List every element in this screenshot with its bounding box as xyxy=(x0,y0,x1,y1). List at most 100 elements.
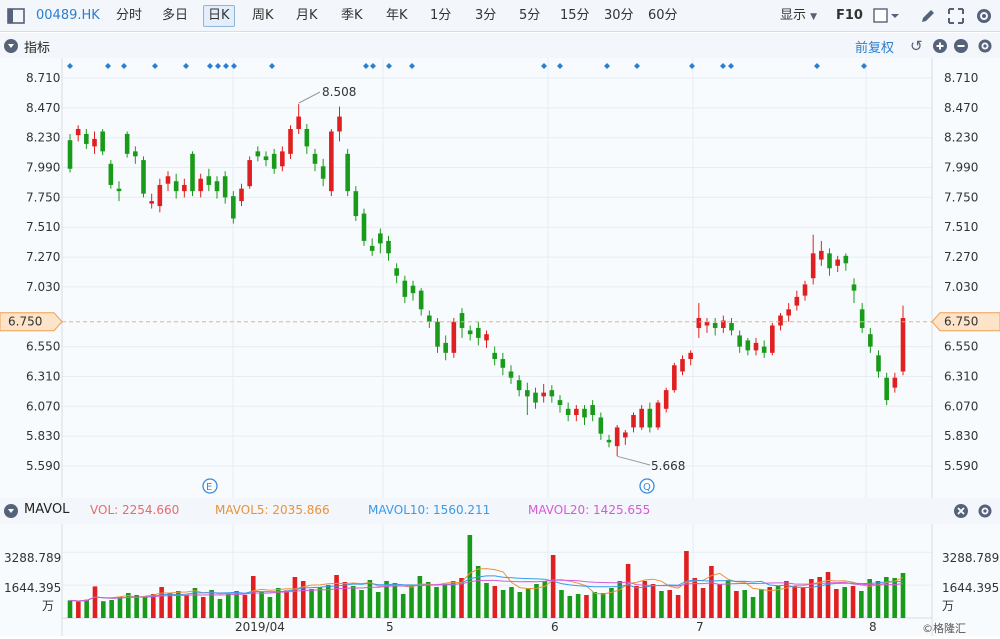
volume-bar[interactable] xyxy=(634,586,639,618)
candle-body[interactable] xyxy=(761,346,767,353)
volume-bar[interactable] xyxy=(617,581,623,618)
news-marker-icon[interactable] xyxy=(861,63,867,69)
volume-bar[interactable] xyxy=(659,591,664,618)
event-marker-q[interactable]: Q xyxy=(639,478,655,494)
volume-bar[interactable] xyxy=(509,587,514,618)
candle-body[interactable] xyxy=(729,322,734,331)
candle-body[interactable] xyxy=(810,253,816,279)
volume-bar[interactable] xyxy=(709,566,714,618)
candle-body[interactable] xyxy=(819,250,824,260)
candle-body[interactable] xyxy=(541,392,546,397)
volume-bar[interactable] xyxy=(484,583,489,618)
news-marker-icon[interactable] xyxy=(814,63,820,69)
volume-bar[interactable] xyxy=(734,591,739,618)
volume-bar[interactable] xyxy=(609,588,614,618)
volume-bar[interactable] xyxy=(900,573,906,618)
volume-bar[interactable] xyxy=(175,591,181,618)
volume-bar[interactable] xyxy=(267,597,273,618)
candle-body[interactable] xyxy=(770,325,775,353)
candle-body[interactable] xyxy=(721,320,726,328)
candle-body[interactable] xyxy=(672,365,677,391)
candle-body[interactable] xyxy=(582,408,587,418)
candle-body[interactable] xyxy=(598,417,604,434)
candle-body[interactable] xyxy=(484,334,489,341)
news-marker-icon[interactable] xyxy=(223,63,229,69)
candle-body[interactable] xyxy=(443,342,448,353)
volume-bar[interactable] xyxy=(600,593,606,618)
candle-body[interactable] xyxy=(802,284,808,296)
volume-bar[interactable] xyxy=(492,586,498,618)
candle-body[interactable] xyxy=(100,131,105,152)
candle-body[interactable] xyxy=(655,402,661,428)
news-marker-icon[interactable] xyxy=(557,63,563,69)
volume-bar[interactable] xyxy=(342,582,348,618)
period-tab-11[interactable]: 30分 xyxy=(604,8,634,23)
period-tab-1[interactable]: 多日 xyxy=(162,8,189,23)
volume-bar[interactable] xyxy=(517,592,523,618)
candle-body[interactable] xyxy=(84,133,89,144)
candle-body[interactable] xyxy=(467,330,473,335)
volume-bar[interactable] xyxy=(250,576,256,618)
volume-bar[interactable] xyxy=(367,580,373,618)
period-tab-7[interactable]: 1分 xyxy=(430,8,452,23)
news-marker-icon[interactable] xyxy=(604,63,610,69)
volume-bar[interactable] xyxy=(559,590,564,618)
candle-body[interactable] xyxy=(67,140,73,169)
candle-body[interactable] xyxy=(843,255,849,264)
volume-bar[interactable] xyxy=(242,595,248,618)
volume-bar[interactable] xyxy=(84,599,89,618)
volume-bar[interactable] xyxy=(884,577,889,618)
volume-bar[interactable] xyxy=(550,555,556,618)
candle-body[interactable] xyxy=(574,408,579,416)
candle-body[interactable] xyxy=(688,352,693,360)
candle-body[interactable] xyxy=(778,315,783,326)
volume-bar[interactable] xyxy=(892,578,897,618)
volume-bar[interactable] xyxy=(584,595,589,618)
volume-bar[interactable] xyxy=(134,595,139,618)
news-marker-icon[interactable] xyxy=(231,63,237,69)
close-volume-icon[interactable] xyxy=(954,504,968,518)
f10-button[interactable]: F10 xyxy=(836,8,863,23)
candle-body[interactable] xyxy=(149,201,154,204)
collapse-indicator-icon[interactable] xyxy=(4,39,18,53)
candle-body[interactable] xyxy=(565,408,571,416)
candle-body[interactable] xyxy=(222,176,228,198)
candle-body[interactable] xyxy=(296,116,301,129)
indicator-settings-gear-icon[interactable] xyxy=(976,37,994,58)
candle-body[interactable] xyxy=(402,280,408,297)
volume-bar[interactable] xyxy=(759,589,764,618)
volume-bar[interactable] xyxy=(800,588,806,618)
candle-body[interactable] xyxy=(647,408,653,428)
candle-body[interactable] xyxy=(239,188,244,202)
candle-body[interactable] xyxy=(492,352,497,360)
volume-chart-area[interactable]: 3288.789 1644.395 万 3288.789 1644.395 万 … xyxy=(0,524,1000,636)
volume-bar[interactable] xyxy=(334,575,339,618)
volume-bar[interactable] xyxy=(67,600,73,618)
sidebar-toggle-icon[interactable] xyxy=(6,6,26,26)
candle-body[interactable] xyxy=(255,151,261,157)
candle-body[interactable] xyxy=(345,153,350,192)
volume-bar[interactable] xyxy=(225,593,231,618)
candle-body[interactable] xyxy=(271,153,277,169)
candle-body[interactable] xyxy=(663,390,669,409)
candle-body[interactable] xyxy=(737,335,742,347)
draw-pen-icon[interactable] xyxy=(918,6,938,26)
add-indicator-icon[interactable] xyxy=(933,39,947,53)
volume-bar[interactable] xyxy=(192,588,198,618)
news-marker-icon[interactable] xyxy=(215,63,221,69)
candle-body[interactable] xyxy=(190,153,195,192)
news-marker-icon[interactable] xyxy=(370,63,376,69)
volume-bar[interactable] xyxy=(534,584,539,618)
volume-bar[interactable] xyxy=(667,590,673,618)
volume-bar[interactable] xyxy=(767,587,773,618)
volume-bar[interactable] xyxy=(384,581,389,618)
volume-bar[interactable] xyxy=(317,587,323,618)
candle-body[interactable] xyxy=(410,285,416,294)
volume-bar[interactable] xyxy=(817,577,822,618)
candle-body[interactable] xyxy=(712,322,718,328)
candle-body[interactable] xyxy=(557,400,563,406)
period-tab-12[interactable]: 60分 xyxy=(648,8,678,23)
stock-code-label[interactable]: 00489.HK xyxy=(36,8,100,23)
candle-body[interactable] xyxy=(549,390,555,397)
candle-body[interactable] xyxy=(386,240,391,254)
